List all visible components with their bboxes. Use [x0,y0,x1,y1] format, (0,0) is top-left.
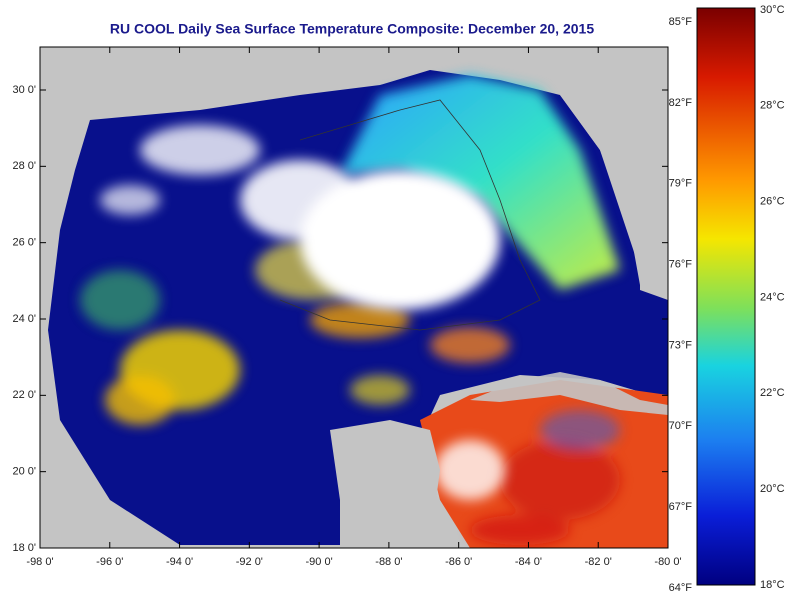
cuba [470,372,668,415]
fahrenheit-label: 67°F [669,501,693,513]
lon-label: -82 0' [585,556,612,568]
lat-label: 28 0' [12,160,36,172]
fahrenheit-label: 70°F [669,420,693,432]
lon-label: -84 0' [515,556,542,568]
lon-label: -96 0' [96,556,123,568]
celsius-label: 28°C [760,100,785,112]
fahrenheit-label: 79°F [669,178,693,190]
celsius-label: 30°C [760,4,785,16]
florida [560,47,668,300]
sst-patches [80,75,620,545]
map-frame [39,46,669,549]
fahrenheit-label: 85°F [669,16,693,28]
celsius-label: 20°C [760,483,785,495]
yucatan [330,420,440,545]
lon-label: -94 0' [166,556,193,568]
celsius-label: 22°C [760,387,785,399]
map [40,47,668,548]
lon-label: -98 0' [26,556,53,568]
lon-label: -88 0' [375,556,402,568]
celsius-label: 18°C [760,579,785,591]
lat-label: 22 0' [12,389,36,401]
fahrenheit-label: 64°F [669,582,693,594]
lon-label: -86 0' [445,556,472,568]
lon-label: -92 0' [236,556,263,568]
lat-label: 30 0' [12,84,36,96]
fahrenheit-label: 76°F [669,258,693,270]
lat-label: 18 0' [12,542,36,554]
title: RU COOL Daily Sea Surface Temperature Co… [110,21,594,37]
clouds [100,125,505,500]
lat-label: 24 0' [12,313,36,325]
fahrenheit-label: 82°F [669,97,693,109]
lon-label: -90 0' [306,556,333,568]
lat-label: 26 0' [12,237,36,249]
isobath [279,99,541,331]
celsius-label: 24°C [760,291,785,303]
lon-label: -80 0' [654,556,681,568]
fahrenheit-label: 73°F [669,339,693,351]
lat-label: 20 0' [12,466,36,478]
celsius-label: 26°C [760,196,785,208]
colorbar [696,7,756,586]
